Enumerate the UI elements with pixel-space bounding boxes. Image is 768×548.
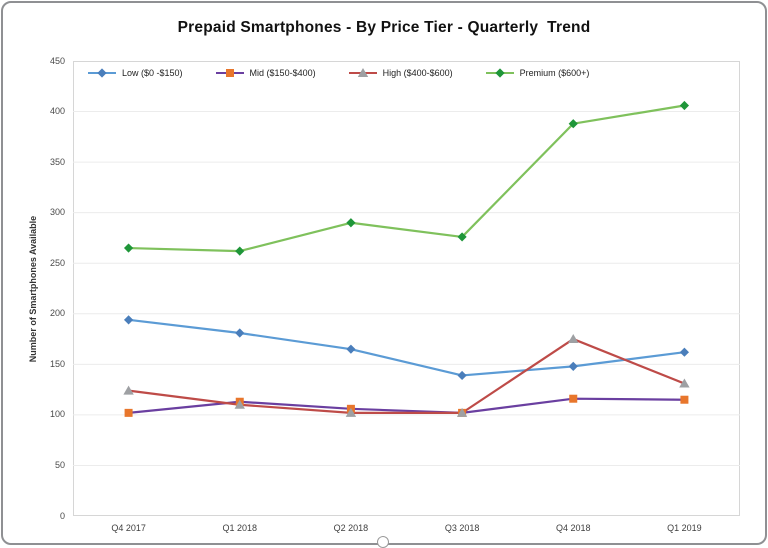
triangle-marker <box>123 385 134 395</box>
triangle-marker <box>345 407 357 417</box>
series-markers <box>123 100 690 417</box>
diamond-marker <box>123 243 134 253</box>
y-tick-label: 150 <box>49 358 65 369</box>
x-tick-label: Q1 2019 <box>667 523 702 533</box>
diamond-marker <box>568 119 578 129</box>
diamond-marker <box>97 68 107 78</box>
series-lines <box>127 104 686 414</box>
series-line <box>127 104 686 253</box>
diamond-marker <box>679 100 690 111</box>
triangle-marker <box>456 407 468 417</box>
y-tick-label: 450 <box>49 55 65 66</box>
diamond-marker <box>235 328 245 338</box>
legend-label: Premium ($600+) <box>519 68 590 78</box>
diamond-marker <box>346 218 356 228</box>
diamond-marker <box>568 361 578 371</box>
series-line <box>127 318 686 377</box>
square-marker <box>680 395 689 404</box>
y-tick-label: 0 <box>59 510 65 521</box>
legend-marker-icon <box>215 69 244 77</box>
plot-area <box>73 61 740 516</box>
legend-label: High ($400-$600) <box>382 68 453 78</box>
diamond-marker <box>123 315 134 325</box>
y-axis-title: Number of Smartphones Available <box>28 215 38 363</box>
diamond-marker <box>495 68 505 78</box>
y-tick-label: 400 <box>49 106 65 117</box>
image-resize-handle[interactable] <box>377 536 389 548</box>
x-tick-label: Q1 2018 <box>222 523 258 533</box>
diamond-marker <box>457 232 467 242</box>
y-tick-label: 50 <box>54 459 65 470</box>
y-tick-label: 350 <box>49 156 65 167</box>
legend-marker-icon <box>485 68 514 78</box>
chart-legend: Low ($0 -$150) Mid ($150-$400) High ($400-… <box>87 67 589 79</box>
gridlines <box>73 111 740 466</box>
y-tick-label: 300 <box>49 207 65 218</box>
y-tick-label: 250 <box>49 257 65 268</box>
triangle-marker <box>568 334 579 344</box>
legend-item: High ($400-$600) <box>348 67 453 79</box>
square-marker <box>569 394 578 403</box>
x-tick-label: Q4 2018 <box>555 523 591 533</box>
square-marker <box>225 69 234 77</box>
legend-marker-icon <box>348 68 377 77</box>
y-tick-label: 100 <box>49 409 65 420</box>
diamond-marker <box>457 370 467 381</box>
y-tick-label: 200 <box>49 308 65 319</box>
diamond-marker <box>346 344 356 354</box>
triangle-marker <box>357 68 368 77</box>
square-marker <box>124 408 133 417</box>
legend-label: Mid ($150-$400) <box>249 68 316 78</box>
x-tick-label: Q2 2018 <box>333 523 369 533</box>
legend-marker-icon <box>88 68 116 78</box>
chart-title: Prepaid Smartphones - By Price Tier - Qu… <box>177 19 591 36</box>
series-line <box>127 337 686 414</box>
triangle-marker <box>234 399 245 409</box>
x-tick-label: Q3 2018 <box>444 523 480 533</box>
triangle-marker <box>679 378 690 388</box>
diamond-marker <box>235 246 245 256</box>
legend-item: Premium ($600+) <box>485 67 590 79</box>
chart-plot-svg <box>73 100 740 466</box>
x-tick-label: Q4 2017 <box>111 523 146 533</box>
legend-label: Low ($0 -$150) <box>122 68 183 78</box>
diamond-marker <box>679 347 690 357</box>
legend-item: Mid ($150-$400) <box>215 67 316 79</box>
legend-item: Low ($0 -$150) <box>87 67 183 79</box>
series-line <box>127 397 686 414</box>
